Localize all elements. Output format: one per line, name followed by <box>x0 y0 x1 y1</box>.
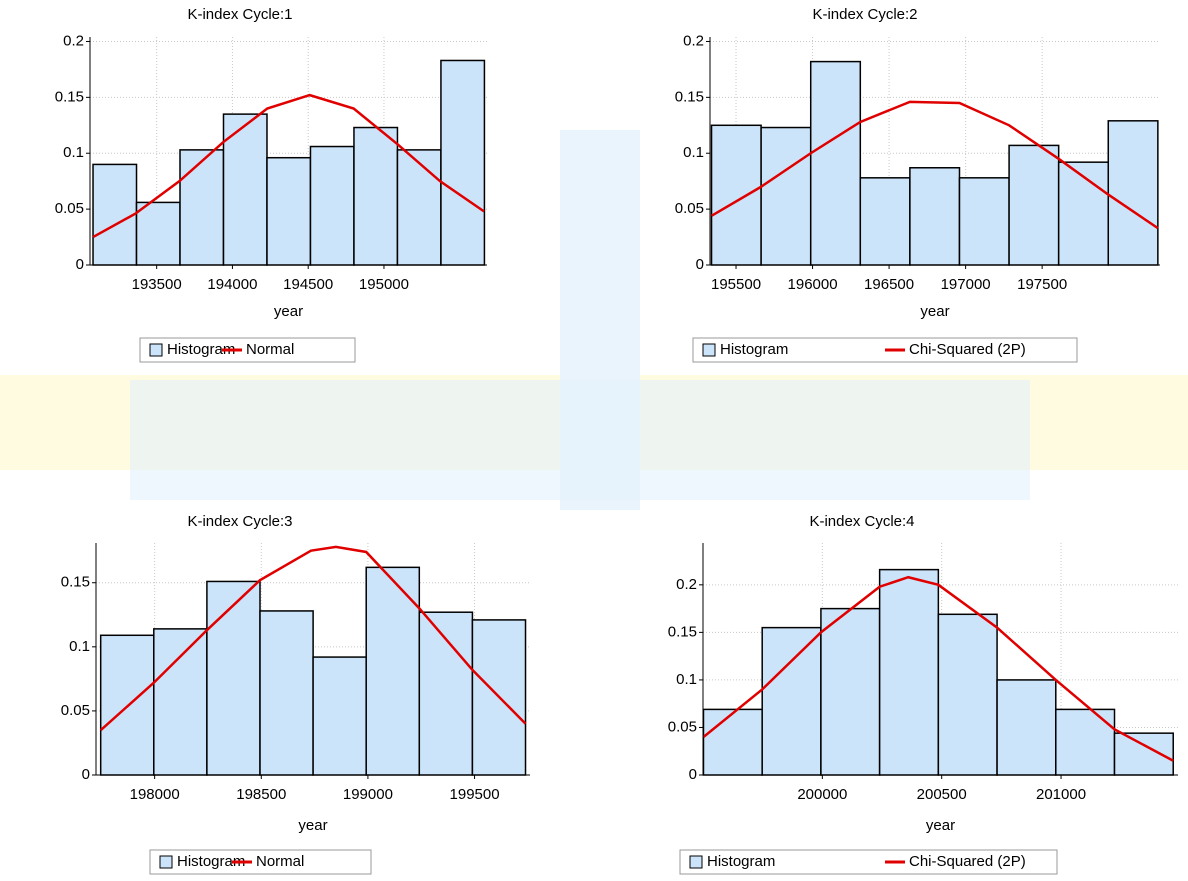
legend-swatch <box>149 343 163 357</box>
histogram-bar <box>1008 144 1060 266</box>
x-tick-label: 197000 <box>941 276 991 293</box>
x-tick-label: 198000 <box>130 786 180 803</box>
x-tick-label: 193500 <box>132 276 182 293</box>
x-tick-label: 194000 <box>207 276 257 293</box>
legend-swatch <box>702 343 716 357</box>
histogram-bar <box>820 607 881 776</box>
x-tick-label: 199500 <box>450 786 500 803</box>
y-tick-label: 0 <box>696 256 704 273</box>
x-axis-label: year <box>926 817 955 834</box>
histogram-bar <box>1107 120 1159 266</box>
background-shape <box>130 380 1030 500</box>
chart-title: K-index Cycle:3 <box>187 513 292 530</box>
y-tick-label: 0.1 <box>683 144 704 161</box>
y-tick-label: 0.1 <box>63 144 84 161</box>
y-tick-label: 0.2 <box>683 32 704 49</box>
x-tick-label: 195000 <box>359 276 409 293</box>
y-tick-label: 0.15 <box>55 88 84 105</box>
histogram-bar <box>809 60 862 266</box>
histogram-bar <box>710 124 762 266</box>
histogram-bar <box>418 611 474 776</box>
legend <box>679 849 1058 875</box>
legend-label: Normal <box>246 341 294 358</box>
legend-label: Histogram <box>720 341 788 358</box>
y-tick-label: 0.1 <box>69 638 90 655</box>
legend <box>149 849 372 875</box>
histogram-bar <box>909 167 961 266</box>
legend-swatch <box>159 855 173 869</box>
y-tick-label: 0.15 <box>668 623 697 640</box>
histogram-bar <box>206 580 261 776</box>
fit-curve <box>99 545 527 732</box>
y-tick-label: 0.15 <box>675 88 704 105</box>
y-tick-label: 0.1 <box>676 671 697 688</box>
histogram-bar <box>153 628 208 776</box>
histogram-bar <box>179 149 225 266</box>
y-tick-label: 0 <box>76 256 84 273</box>
legend-label: Chi-Squared (2P) <box>909 341 1026 358</box>
histogram-bar <box>309 145 355 266</box>
chart-title: K-index Cycle:1 <box>187 6 292 23</box>
histogram-bar <box>1113 732 1174 776</box>
chart-title: K-index Cycle:4 <box>809 513 914 530</box>
legend-label: Histogram <box>177 853 245 870</box>
x-tick-label: 200000 <box>797 786 847 803</box>
x-tick-label: 198500 <box>236 786 286 803</box>
x-tick-label: 196000 <box>788 276 838 293</box>
legend-label: Chi-Squared (2P) <box>909 853 1026 870</box>
x-tick-label: 200500 <box>917 786 967 803</box>
histogram-bar <box>312 656 367 776</box>
y-tick-label: 0.15 <box>61 574 90 591</box>
x-tick-label: 195500 <box>711 276 761 293</box>
histogram-bar <box>1055 708 1116 776</box>
histogram-bar <box>222 113 268 266</box>
y-tick-label: 0.05 <box>675 200 704 217</box>
legend-label: Histogram <box>167 341 235 358</box>
histogram-bar <box>396 149 442 266</box>
histogram-bar <box>937 613 998 776</box>
histogram-bar <box>761 626 822 776</box>
histogram-bar <box>440 59 486 266</box>
legend <box>139 337 356 363</box>
histogram-bar <box>135 201 181 266</box>
histogram-bar <box>266 156 312 266</box>
y-tick-label: 0.05 <box>55 200 84 217</box>
histogram-bar <box>760 126 812 266</box>
x-tick-label: 201000 <box>1036 786 1086 803</box>
fit-curve <box>92 93 485 239</box>
histogram-bar <box>702 708 763 776</box>
chart-title: K-index Cycle:2 <box>812 6 917 23</box>
legend-label: Normal <box>256 853 304 870</box>
fit-curve <box>702 575 1174 762</box>
y-tick-label: 0.2 <box>63 32 84 49</box>
y-tick-label: 0 <box>689 766 697 783</box>
histogram-bar <box>92 163 138 266</box>
x-axis-label: year <box>298 817 327 834</box>
y-tick-label: 0.2 <box>676 576 697 593</box>
legend-label: Histogram <box>707 853 775 870</box>
y-tick-label: 0.05 <box>668 718 697 735</box>
x-tick-label: 199000 <box>343 786 393 803</box>
x-tick-label: 196500 <box>864 276 914 293</box>
histogram-bar <box>958 177 1010 266</box>
fit-curve <box>710 100 1159 230</box>
histogram-bar <box>996 679 1057 776</box>
x-axis-label: year <box>920 303 949 320</box>
x-tick-label: 197500 <box>1017 276 1067 293</box>
x-tick-label: 194500 <box>283 276 333 293</box>
histogram-bar <box>259 610 314 776</box>
histogram-bar <box>859 177 911 266</box>
histogram-bar <box>878 568 940 776</box>
x-axis-label: year <box>274 303 303 320</box>
legend-swatch <box>689 855 703 869</box>
y-tick-label: 0 <box>82 766 90 783</box>
histogram-bar <box>353 126 399 266</box>
y-tick-label: 0.05 <box>61 702 90 719</box>
